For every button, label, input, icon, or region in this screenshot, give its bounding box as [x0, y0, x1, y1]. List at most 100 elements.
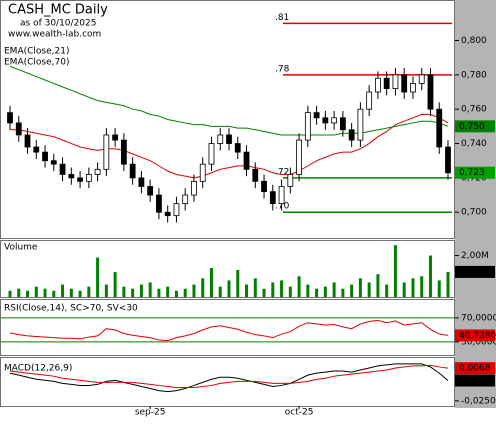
candle-body — [375, 77, 381, 93]
volume-bar — [428, 255, 432, 297]
candle-body — [94, 168, 101, 175]
candle-body — [156, 194, 162, 213]
volume-bar — [113, 272, 117, 297]
candle-body — [261, 180, 267, 193]
panel-title: MACD(12,26,9) — [4, 364, 72, 374]
candle-body — [331, 117, 338, 124]
volume-bar — [297, 276, 301, 297]
candle-body — [15, 122, 22, 136]
volume-bar — [78, 290, 82, 297]
y-tick-label: 0,800 — [461, 36, 487, 46]
indicator-line — [9, 363, 449, 393]
value-label: 0,750 — [459, 122, 485, 132]
volume-bar — [166, 286, 170, 297]
candle-body — [208, 143, 215, 165]
candle-body — [199, 163, 206, 182]
volume-bar — [183, 288, 187, 297]
candle-body — [427, 74, 434, 110]
value-box — [455, 374, 495, 387]
candle-body — [173, 203, 180, 217]
volume-bar — [402, 282, 406, 297]
volume-bar — [350, 284, 354, 297]
candle-body — [226, 134, 232, 144]
y-tick-label: -0,0250 — [461, 396, 496, 406]
volume-bar — [201, 278, 205, 297]
candle-body — [304, 112, 311, 141]
candle-body — [24, 134, 31, 148]
volume-bar — [52, 290, 56, 297]
indicator-line — [9, 364, 449, 388]
candle-body — [418, 74, 425, 84]
volume-bar — [236, 270, 240, 297]
value-label: 0,0068 — [459, 364, 491, 374]
volume-bar — [174, 290, 178, 297]
candle-body — [401, 74, 408, 93]
candle-body — [269, 191, 276, 205]
value-box — [455, 120, 495, 133]
x-tick-label: sep-25 — [135, 408, 166, 418]
level-label: .78 — [275, 64, 290, 74]
candle-body — [129, 163, 136, 179]
volume-bar — [323, 286, 327, 297]
candle-body — [322, 117, 329, 124]
source: www.wealth-lab.com — [8, 30, 101, 40]
candle-body — [392, 74, 399, 89]
volume-bar — [209, 267, 213, 297]
volume-bar — [367, 282, 371, 297]
volume-bar — [271, 282, 275, 297]
volume-bar — [96, 257, 100, 297]
candle-body — [217, 134, 224, 144]
candle-body — [138, 177, 145, 187]
volume-bar — [332, 282, 336, 297]
value-label: -0,0052 — [459, 376, 494, 386]
y-tick-label: 0,740 — [461, 139, 487, 149]
candle-body — [243, 151, 250, 170]
value-label: 0,723 — [459, 168, 485, 178]
legend-label: EMA(Close,70) — [4, 58, 69, 68]
volume-bar — [437, 280, 441, 297]
candle-body — [103, 134, 110, 170]
level-label: .81 — [275, 13, 289, 23]
volume-bar — [157, 288, 161, 297]
y-tick-label: 70,0000 — [461, 313, 496, 323]
volume-bar — [87, 286, 91, 297]
candle-body — [147, 186, 154, 196]
candle-body — [182, 194, 189, 205]
volume-bar — [358, 278, 362, 297]
volume-bar — [43, 288, 47, 297]
volume-bar — [131, 288, 135, 297]
candle-body — [366, 91, 373, 110]
value-box — [455, 329, 495, 342]
candle-body — [436, 108, 443, 148]
volume-bar — [8, 290, 12, 297]
candle-body — [296, 139, 302, 175]
candle-body — [445, 146, 451, 174]
candle-body — [234, 143, 241, 153]
volume-bar — [385, 284, 389, 297]
candle-body — [410, 83, 416, 93]
level-label: .72 — [275, 167, 289, 177]
candle-body — [357, 108, 364, 141]
value-label: 1,21M — [459, 267, 487, 277]
y-tick-label: 0,760 — [461, 105, 487, 115]
legend-label: EMA(Close,21) — [4, 47, 69, 57]
candle-body — [33, 146, 40, 153]
volume-bar — [280, 280, 284, 297]
volume-bar — [245, 284, 249, 297]
volume-bar — [34, 286, 38, 297]
candle-body — [59, 163, 66, 175]
candle-body — [252, 168, 259, 182]
y-tick-label: 2,00M — [461, 251, 489, 261]
volume-bar — [69, 288, 73, 297]
price-frame — [0, 0, 455, 239]
volume-bar — [104, 284, 108, 297]
value-box — [455, 362, 495, 375]
ema-line — [10, 113, 449, 179]
volume-bar — [288, 286, 292, 297]
candle-body — [383, 77, 390, 89]
volume-frame — [0, 240, 455, 298]
volume-bar — [122, 286, 126, 297]
volume-bar — [61, 284, 65, 297]
volume-bar — [393, 245, 397, 297]
